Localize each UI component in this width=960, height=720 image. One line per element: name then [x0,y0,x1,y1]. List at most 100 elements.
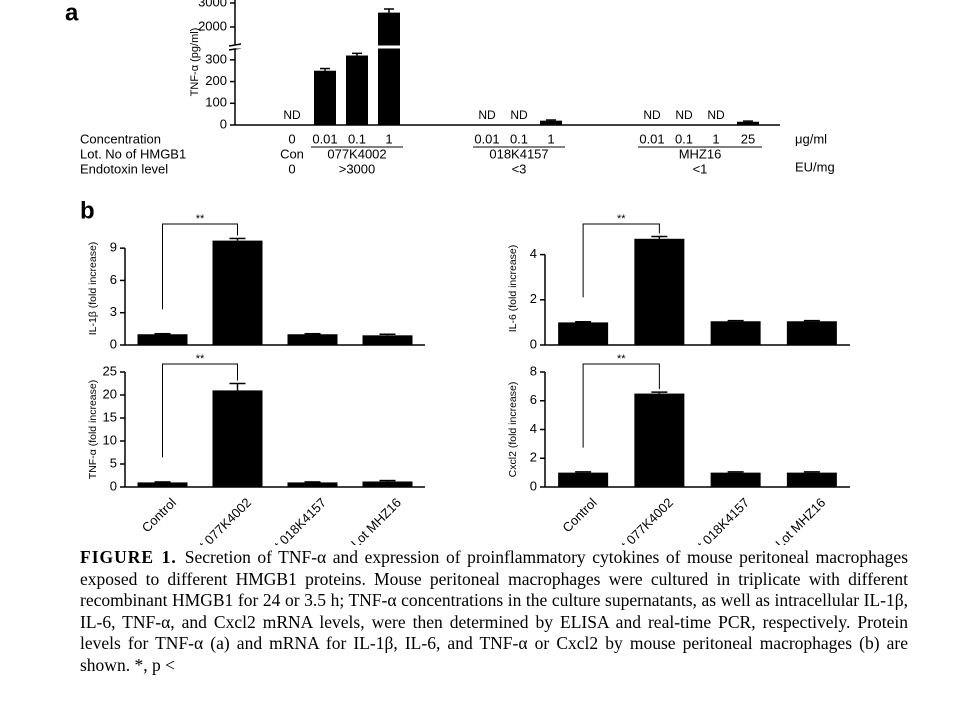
significance-label: ** [617,353,626,365]
x-tick-label: 0.01 [639,131,664,146]
y-tick-label: 300 [205,51,227,66]
bar [786,321,837,345]
x-tick-label: 0.1 [348,131,366,146]
y-tick-label: 2 [530,291,537,306]
significance-bracket [582,223,660,298]
bar [346,55,368,126]
significance-bracket [582,363,660,448]
y-tick-label: 200 [205,73,227,88]
y-axis-label: TNF-α (fold increase) [87,380,99,479]
value-label: ND [510,108,528,122]
panel-label: a [65,0,79,26]
y-tick-label: 0 [530,478,537,493]
row-label: Lot. No of HMGB1 [80,146,186,161]
x-tick-label: 0.01 [474,131,499,146]
x-tick-label: 1 [547,131,554,146]
endotoxin-label: >3000 [339,161,376,176]
y-axis-label: Cxcl2 (fold increase) [507,382,519,478]
lot-label: Con [280,146,304,161]
lot-label: 077K4002 [327,146,386,161]
x-tick-label: Lot 077K4002 [608,495,676,545]
bar [558,322,609,345]
y-axis-label: IL-6 (fold increase) [507,245,519,333]
x-tick-label: Lot 018K4157 [684,495,752,545]
panel-label: b [80,197,95,224]
bar [634,393,685,487]
caption: FIGURE 1. Secretion of TNF-α and expressi… [80,547,908,676]
y-axis-label: TNF-α (pg/ml) [189,28,201,97]
bar [634,238,685,345]
endotoxin-label: 0 [288,161,295,176]
y-tick-label: 0 [110,336,117,351]
row-label: Endotoxin level [80,161,168,176]
y-tick-label: 15 [103,409,117,424]
row-label: Concentration [80,131,161,146]
bar [378,12,400,126]
break-gap [236,45,796,49]
y-tick-label: 25 [103,363,117,378]
x-tick-label: Lot MHZ16 [348,495,404,545]
y-tick-label: 0 [530,336,537,351]
x-tick-label: 0.1 [510,131,528,146]
value-label: ND [283,108,301,122]
y-tick-label: 9 [110,240,117,255]
y-tick-label: 2 [530,450,537,465]
y-tick-label: 5 [110,455,117,470]
value-label: ND [707,108,725,122]
value-label: ND [643,108,661,122]
y-tick-label: 4 [530,246,537,261]
x-tick-label: 1 [385,131,392,146]
caption-label: FIGURE 1. [80,547,177,567]
y-tick-label: 8 [530,363,537,378]
x-tick-label: Lot 077K4002 [186,495,254,545]
x-tick-label: 0.1 [675,131,693,146]
bar [362,481,413,487]
x-tick-label: 1 [712,131,719,146]
bar [287,482,338,487]
significance-label: ** [196,353,205,365]
endotoxin-label: <3 [512,161,527,176]
lot-label: 018K4157 [489,146,548,161]
y-tick-label: 10 [103,432,117,447]
value-label: ND [478,108,496,122]
y-tick-label: 6 [110,272,117,287]
lot-label: MHZ16 [679,146,722,161]
bar [362,335,413,345]
bar [137,482,188,487]
bar [314,70,336,125]
value-label: ND [675,108,693,122]
x-tick-label: 0 [288,131,295,146]
unit-label: μg/ml [795,131,827,146]
y-tick-label: 20 [103,386,117,401]
significance-label: ** [196,213,205,225]
bar [737,121,759,125]
x-tick-label: Lot 018K4157 [261,495,329,545]
y-tick-label: 0 [110,478,117,493]
x-tick-label: 0.01 [312,131,337,146]
bar [212,390,263,487]
x-tick-label: Lot MHZ16 [772,495,828,545]
bar [786,472,837,487]
x-tick-label: 25 [741,131,755,146]
bar [212,240,263,345]
bar [137,334,188,345]
significance-bracket [162,223,238,310]
bar [710,321,761,345]
caption-text: Secretion of TNF-α and expression of pro… [80,547,909,675]
axis-break [228,43,242,47]
significance-label: ** [617,213,626,225]
y-axis-label: IL-1β (fold increase) [87,242,99,336]
y-tick-label: 100 [205,95,227,110]
bar [287,334,338,345]
x-tick-label: Control [559,495,599,535]
y-tick-label: 0 [220,116,227,131]
y-tick-label: 3000 [198,0,227,9]
bar [710,472,761,487]
x-tick-label: Control [139,495,179,535]
y-tick-label: 2000 [198,18,227,33]
y-tick-label: 3 [110,304,117,319]
significance-bracket [162,363,238,458]
bar [558,472,609,487]
